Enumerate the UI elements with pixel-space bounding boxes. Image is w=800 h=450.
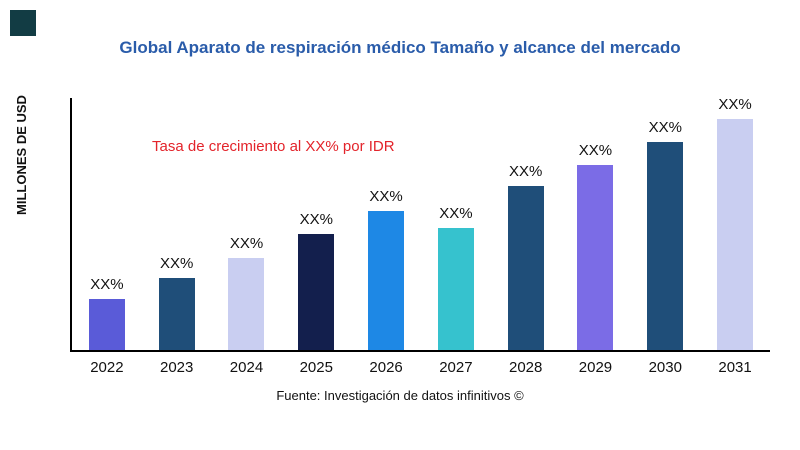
bar-group: XX% 2026 <box>351 96 421 376</box>
x-tick-label: 2024 <box>229 359 264 376</box>
bar-group: XX% 2031 <box>700 96 770 376</box>
source-caption: Fuente: Investigación de datos infinitiv… <box>276 388 524 403</box>
bar-value-label: XX% <box>648 119 682 136</box>
x-tick-label: 2031 <box>718 359 752 376</box>
x-tick-label: 2027 <box>439 359 473 376</box>
x-tick-label: 2030 <box>648 359 682 376</box>
x-tick-label: 2025 <box>299 359 333 376</box>
bar-value-label: XX% <box>578 142 613 159</box>
bar <box>507 186 544 350</box>
bar <box>228 258 265 350</box>
bar <box>717 119 754 350</box>
bar <box>647 142 684 350</box>
bar-value-label: XX% <box>299 211 333 228</box>
x-tick-label: 2022 <box>90 359 124 376</box>
brand-logo <box>10 10 36 36</box>
bar-group: XX% 2025 <box>281 96 351 376</box>
bar-group: XX% 2024 <box>212 96 282 376</box>
bars-container: XX% 2022 XX% 2023 XX% 2024 XX% 2025 XX% 2026 XX% 20… <box>72 96 770 376</box>
x-tick-label: 2023 <box>160 359 194 376</box>
bar-value-label: XX% <box>509 163 543 180</box>
x-tick-label: 2029 <box>578 359 613 376</box>
bar-group: XX% 2027 <box>421 96 491 376</box>
bar <box>368 211 405 350</box>
bar <box>577 165 614 350</box>
bar-value-label: XX% <box>718 96 752 113</box>
bar-value-label: XX% <box>369 188 403 205</box>
bar-value-label: XX% <box>439 205 473 222</box>
bar <box>158 278 195 350</box>
bar <box>437 228 474 350</box>
growth-annotation: Tasa de crecimiento al XX% por IDR <box>152 138 395 155</box>
bar-value-label: XX% <box>90 276 124 293</box>
bar-value-label: XX% <box>229 235 264 252</box>
x-tick-label: 2028 <box>508 359 543 376</box>
plot-area: Tasa de crecimiento al XX% por IDR XX% 20… <box>70 96 770 376</box>
bar-group: XX% 2029 <box>561 96 631 376</box>
y-axis-label-text: MILLONES DE USD <box>14 95 29 215</box>
bar-group: XX% 2022 <box>72 96 142 376</box>
bar-group: XX% 2023 <box>142 96 212 376</box>
bar-group: XX% 2030 <box>630 96 700 376</box>
bar <box>88 299 125 350</box>
chart-title: Global Aparato de respiración médico Tam… <box>119 38 681 57</box>
x-tick-label: 2026 <box>369 359 403 376</box>
bar-group: XX% 2028 <box>491 96 561 376</box>
bar-value-label: XX% <box>160 255 194 272</box>
bar <box>298 234 335 350</box>
